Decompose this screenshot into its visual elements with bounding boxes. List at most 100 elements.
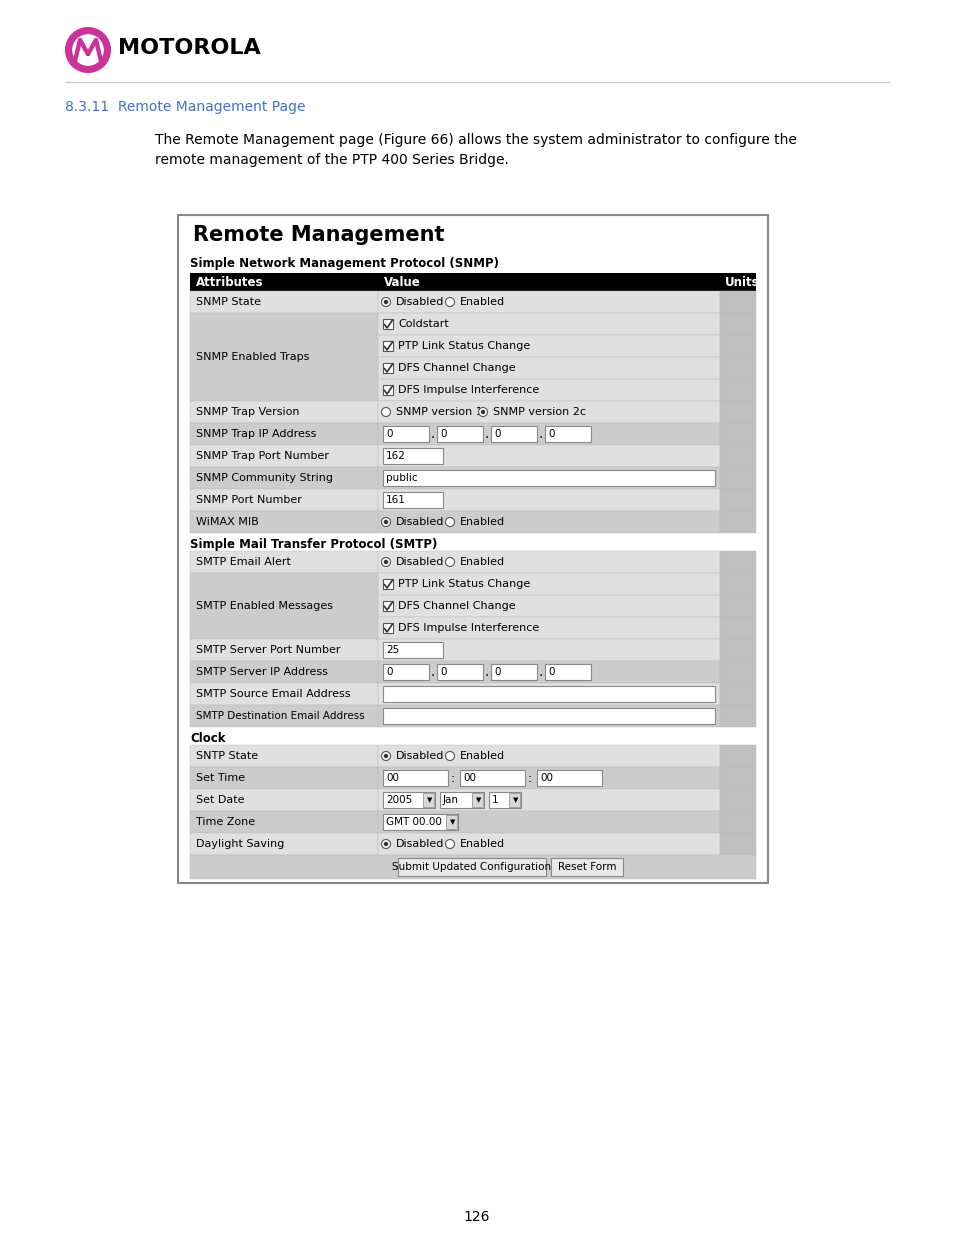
Bar <box>446 815 456 829</box>
Text: SNTP State: SNTP State <box>195 751 258 761</box>
Text: 0: 0 <box>386 429 392 438</box>
Bar <box>377 335 720 357</box>
Bar <box>720 445 755 467</box>
Text: ▼: ▼ <box>513 797 517 803</box>
Text: 0: 0 <box>547 667 554 677</box>
Bar <box>190 683 377 705</box>
Text: Disabled: Disabled <box>395 517 444 527</box>
Bar <box>382 385 393 395</box>
Text: :: : <box>451 772 455 784</box>
Text: Remote Management: Remote Management <box>193 225 444 245</box>
Bar <box>377 489 720 511</box>
Text: WiMAX MIB: WiMAX MIB <box>195 517 258 527</box>
Bar <box>190 424 377 445</box>
Bar <box>720 357 755 379</box>
Text: PTP Link Status Change: PTP Link Status Change <box>397 579 530 589</box>
Text: 1: 1 <box>492 795 498 805</box>
Bar <box>382 426 429 442</box>
Circle shape <box>445 298 454 306</box>
Bar <box>377 511 720 534</box>
Text: Daylight Saving: Daylight Saving <box>195 839 284 848</box>
Circle shape <box>445 752 454 761</box>
Circle shape <box>383 753 388 758</box>
Text: 126: 126 <box>463 1210 490 1224</box>
Bar <box>720 401 755 424</box>
Text: SNMP version 1: SNMP version 1 <box>395 408 482 417</box>
Bar <box>382 814 457 830</box>
Text: Enabled: Enabled <box>459 839 504 848</box>
Text: GMT 00.00: GMT 00.00 <box>386 818 441 827</box>
Bar <box>377 445 720 467</box>
Bar <box>190 573 377 638</box>
Text: Set Date: Set Date <box>195 795 244 805</box>
Circle shape <box>381 840 390 848</box>
Circle shape <box>381 752 390 761</box>
Bar <box>436 664 482 680</box>
Bar <box>377 811 720 832</box>
Text: SNMP State: SNMP State <box>195 296 261 308</box>
Text: .: . <box>484 664 489 679</box>
Bar <box>382 492 442 508</box>
Bar <box>509 793 519 806</box>
Bar <box>459 769 524 785</box>
Text: Disabled: Disabled <box>395 839 444 848</box>
Circle shape <box>383 842 388 846</box>
Bar <box>720 767 755 789</box>
Text: PTP Link Status Change: PTP Link Status Change <box>397 341 530 351</box>
Bar <box>720 832 755 855</box>
Text: Enabled: Enabled <box>459 517 504 527</box>
Text: SMTP Email Alert: SMTP Email Alert <box>195 557 291 567</box>
Bar <box>377 401 720 424</box>
Text: SNMP Enabled Traps: SNMP Enabled Traps <box>195 352 309 362</box>
Text: 0: 0 <box>386 667 392 677</box>
Text: SNMP Trap Version: SNMP Trap Version <box>195 408 299 417</box>
Text: SNMP Port Number: SNMP Port Number <box>195 495 301 505</box>
Bar <box>190 401 377 424</box>
Text: Clock: Clock <box>190 732 225 745</box>
Circle shape <box>445 840 454 848</box>
Text: MOTOROLA: MOTOROLA <box>118 38 260 58</box>
Bar <box>377 767 720 789</box>
Text: 00: 00 <box>462 773 476 783</box>
Text: ▼: ▼ <box>476 797 481 803</box>
Text: SNMP Community String: SNMP Community String <box>195 473 333 483</box>
Bar <box>190 467 377 489</box>
Bar <box>377 291 720 312</box>
Text: DFS Impulse Interference: DFS Impulse Interference <box>397 622 538 634</box>
Bar <box>190 312 377 401</box>
Bar <box>720 312 755 335</box>
Text: .: . <box>538 427 543 441</box>
Text: Coldstart: Coldstart <box>397 319 448 329</box>
Text: SMTP Source Email Address: SMTP Source Email Address <box>195 689 350 699</box>
Text: .: . <box>431 664 435 679</box>
Text: Value: Value <box>384 275 420 289</box>
Bar <box>377 379 720 401</box>
Bar <box>382 471 714 487</box>
Bar <box>382 363 393 373</box>
Circle shape <box>381 557 390 567</box>
Text: SMTP Server Port Number: SMTP Server Port Number <box>195 645 340 655</box>
Bar <box>377 832 720 855</box>
Bar <box>720 705 755 727</box>
Bar <box>190 855 755 879</box>
Text: 2005: 2005 <box>386 795 412 805</box>
Text: Units: Units <box>724 275 759 289</box>
Bar <box>720 467 755 489</box>
Bar <box>720 811 755 832</box>
Text: SNMP Trap IP Address: SNMP Trap IP Address <box>195 429 316 438</box>
Bar <box>720 335 755 357</box>
Text: Attributes: Attributes <box>195 275 263 289</box>
Text: DFS Impulse Interference: DFS Impulse Interference <box>397 385 538 395</box>
Bar <box>382 769 448 785</box>
Bar <box>190 745 377 767</box>
Text: Reset Form: Reset Form <box>558 862 616 872</box>
Text: remote management of the PTP 400 Series Bridge.: remote management of the PTP 400 Series … <box>154 153 508 167</box>
Text: Disabled: Disabled <box>395 557 444 567</box>
Text: ▼: ▼ <box>450 819 455 825</box>
Text: SMTP Destination Email Address: SMTP Destination Email Address <box>195 711 364 721</box>
Text: 00: 00 <box>386 773 398 783</box>
Bar <box>382 642 442 658</box>
Bar <box>178 215 767 883</box>
Bar <box>720 745 755 767</box>
Bar <box>377 683 720 705</box>
